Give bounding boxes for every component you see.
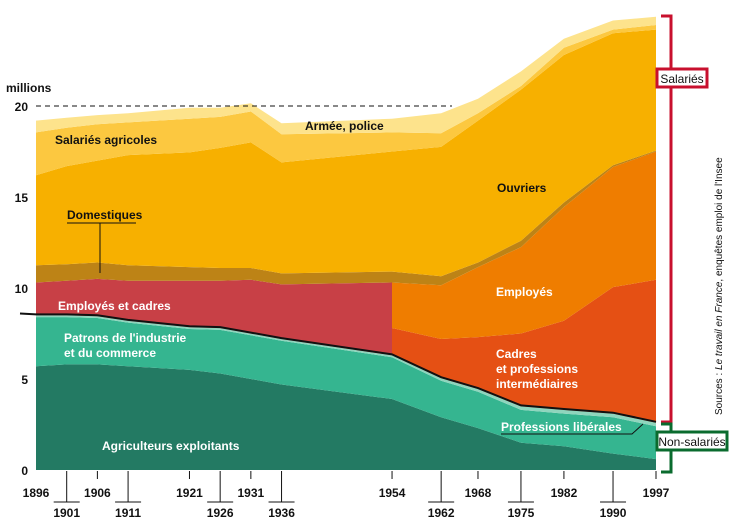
label-agriculteurs: Agriculteurs exploitants — [102, 439, 240, 453]
liberales-pointer-line — [501, 423, 644, 435]
label-armee-police: Armée, police — [305, 119, 384, 133]
area-employes-et-cadres — [36, 278, 392, 356]
label-patrons-1: Patrons de l'industrie — [64, 331, 187, 345]
x-tick-label: 1990 — [600, 506, 627, 520]
salaries-label: Salariés — [660, 72, 703, 86]
label-salaries-agricoles: Salariés agricoles — [55, 133, 157, 147]
area-salaries-agricoles — [36, 25, 656, 176]
x-tick-label: 1931 — [237, 486, 264, 500]
non-salaries-bracket: Non-salariés — [655, 422, 729, 474]
x-tick-label: 1906 — [84, 486, 111, 500]
x-tick-label: 1911 — [115, 506, 141, 520]
label-domestiques: Domestiques — [67, 208, 143, 222]
x-tick-label: 1982 — [551, 486, 578, 500]
label-patrons-2: et du commerce — [64, 346, 156, 360]
y-tick-label: 15 — [15, 191, 29, 205]
x-tick-label: 1962 — [428, 506, 455, 520]
x-tick-label: 1975 — [508, 506, 535, 520]
label-cadres-1: Cadres — [496, 347, 537, 361]
x-tick-label: 1901 — [53, 506, 80, 520]
x-tick-label: 1936 — [268, 506, 295, 520]
y-axis-label: millions — [6, 81, 52, 95]
x-tick-label: 1968 — [465, 486, 492, 500]
x-tick-label: 1997 — [643, 486, 670, 500]
label-employes-cadres: Employés et cadres — [58, 299, 171, 313]
area-ouvriers — [36, 29, 656, 277]
area-employes — [392, 151, 656, 339]
area-layers — [36, 16, 656, 470]
y-ticks: 0 5 10 15 20 — [15, 100, 29, 478]
x-tick-label: 1926 — [207, 506, 234, 520]
non-salaries-label: Non-salariés — [658, 435, 725, 449]
source-note: Sources : Le travail en France, enquêtes… — [714, 157, 725, 415]
non-salaries-boundary-line — [19, 312, 657, 423]
y-tick-label: 10 — [15, 282, 29, 296]
area-cadres-et-professions-intermediaires — [392, 279, 656, 423]
area-professions-liberales — [36, 315, 656, 427]
x-tick-label: 1921 — [176, 486, 203, 500]
area-armee-police — [36, 16, 656, 135]
label-cadres-3: intermédiaires — [496, 377, 578, 391]
x-ticks: 1896 1906 1921 1931 1954 1968 1982 1997 1901 1911… — [23, 471, 670, 520]
label-professions-liberales: Professions libérales — [501, 420, 622, 434]
area-domestiques — [36, 150, 656, 286]
x-tick-label: 1896 — [23, 486, 50, 500]
area-patrons-de-l-industrie-et-du-commerce — [36, 317, 656, 460]
y-tick-label: 5 — [21, 373, 28, 387]
label-cadres-2: et professions — [496, 362, 578, 376]
y-tick-label: 20 — [15, 100, 29, 114]
salaries-bracket: Salariés — [655, 14, 709, 424]
label-employes: Employés — [496, 285, 553, 299]
x-tick-label: 1954 — [379, 486, 406, 500]
label-ouvriers: Ouvriers — [497, 181, 547, 195]
area-agriculteurs-exploitants — [36, 364, 656, 470]
y-tick-label: 0 — [21, 464, 28, 478]
